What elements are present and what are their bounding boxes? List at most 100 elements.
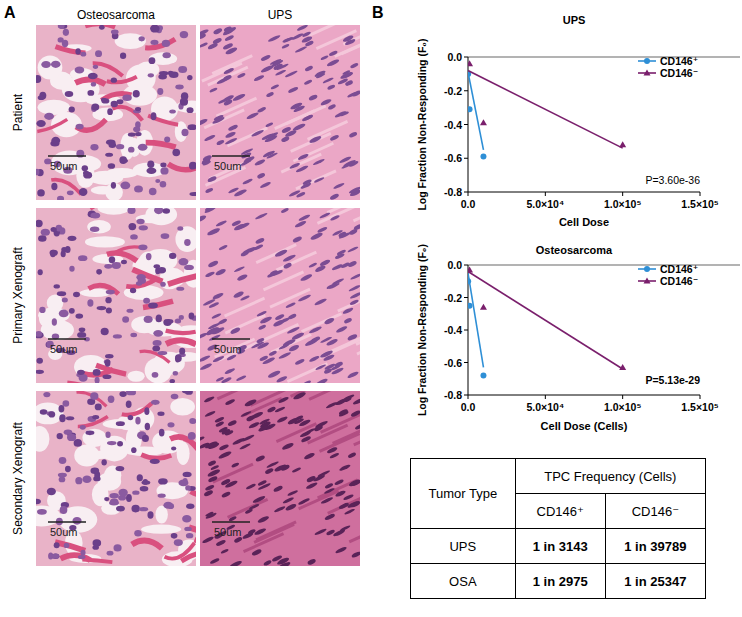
nucleus xyxy=(40,409,48,415)
nucleus xyxy=(66,416,74,420)
nucleus xyxy=(58,25,67,29)
nucleus xyxy=(289,162,301,170)
nucleus xyxy=(152,345,160,351)
nucleus xyxy=(331,263,343,271)
data-point xyxy=(480,119,487,125)
nucleus xyxy=(186,533,193,538)
nucleus xyxy=(38,269,43,275)
nucleus xyxy=(200,436,205,443)
y-tick-label: -0.8 xyxy=(444,186,462,198)
nucleus xyxy=(280,208,289,214)
nucleus xyxy=(242,178,253,185)
nucleus xyxy=(349,500,360,509)
histology-image xyxy=(200,208,360,383)
nucleus xyxy=(244,398,258,408)
matrix xyxy=(107,77,137,83)
nucleus xyxy=(146,253,152,260)
table-row: Tumor TypeTPC Frequency (Cells) xyxy=(411,459,706,494)
nucleus xyxy=(221,491,231,499)
data-point xyxy=(480,154,486,160)
nucleus xyxy=(36,169,39,175)
nucleus xyxy=(282,496,294,504)
y-tick xyxy=(464,297,468,298)
y-tick-label: -0.8 xyxy=(444,389,462,401)
tissue-gap xyxy=(41,320,74,340)
matrix xyxy=(140,351,170,362)
nucleus xyxy=(220,548,229,554)
nucleus xyxy=(334,110,347,118)
matrix xyxy=(55,47,85,53)
matrix xyxy=(166,340,196,344)
scale-bar-label: 50um xyxy=(214,160,242,172)
nucleus xyxy=(342,307,354,315)
nucleus xyxy=(314,176,325,183)
nucleus xyxy=(126,400,132,408)
matrix xyxy=(82,559,112,562)
nucleus xyxy=(323,353,335,362)
nucleus xyxy=(298,499,307,505)
nucleus xyxy=(285,302,296,309)
nucleus xyxy=(254,527,267,536)
fit-line xyxy=(468,273,483,367)
chart: UPS0.0-0.2-0.4-0.6-0.80.05.0×10⁴1.0×10⁵1… xyxy=(416,14,740,228)
nucleus xyxy=(315,378,328,383)
nucleus xyxy=(64,543,70,548)
nucleus xyxy=(253,244,263,251)
x-axis-label: Cell Dose (Cells) xyxy=(541,420,628,432)
nucleus xyxy=(333,182,345,190)
nucleus xyxy=(334,479,344,486)
nucleus xyxy=(83,171,89,176)
nucleus xyxy=(258,324,267,331)
nucleus xyxy=(51,227,57,232)
nucleus xyxy=(287,489,298,496)
nucleus xyxy=(348,186,360,195)
nucleus xyxy=(207,260,219,269)
data-point xyxy=(480,373,486,379)
nucleus xyxy=(347,371,360,380)
nucleus xyxy=(284,70,298,78)
fiber xyxy=(208,67,248,85)
nucleus xyxy=(52,553,59,558)
fiber xyxy=(349,524,360,542)
nucleus xyxy=(258,424,270,433)
nucleus xyxy=(272,269,283,277)
matrix xyxy=(132,541,162,549)
nucleus xyxy=(274,463,288,473)
nucleus xyxy=(232,437,246,446)
fiber xyxy=(317,208,357,223)
nucleus xyxy=(314,528,327,536)
nucleus xyxy=(80,425,86,430)
tissue-gap xyxy=(149,52,177,65)
nucleus xyxy=(314,264,326,273)
nucleus xyxy=(157,412,164,416)
nucleus xyxy=(178,480,188,487)
nucleus xyxy=(158,494,166,498)
nucleus xyxy=(200,118,208,128)
matrix xyxy=(145,39,175,48)
nucleus xyxy=(131,447,136,453)
nucleus xyxy=(161,233,170,239)
nucleus xyxy=(338,502,350,510)
x-tick xyxy=(468,395,469,399)
plot-marks xyxy=(468,266,626,378)
nucleus xyxy=(257,341,270,350)
nucleus xyxy=(91,82,96,87)
nucleus xyxy=(264,467,274,475)
nucleus xyxy=(267,406,277,413)
nucleus xyxy=(256,310,267,317)
zero-line xyxy=(468,264,740,266)
nucleus xyxy=(88,73,98,80)
fiber xyxy=(308,425,348,443)
nucleus xyxy=(326,338,339,347)
nucleus xyxy=(240,295,250,302)
nucleus xyxy=(343,317,352,324)
matrix xyxy=(93,63,123,76)
nucleus xyxy=(304,65,313,72)
nucleus xyxy=(142,480,151,484)
nucleus xyxy=(250,411,264,421)
nucleus xyxy=(251,129,265,138)
nucleus xyxy=(319,259,331,268)
nucleus xyxy=(176,287,184,291)
nucleus xyxy=(77,370,85,375)
nucleus xyxy=(322,77,334,84)
